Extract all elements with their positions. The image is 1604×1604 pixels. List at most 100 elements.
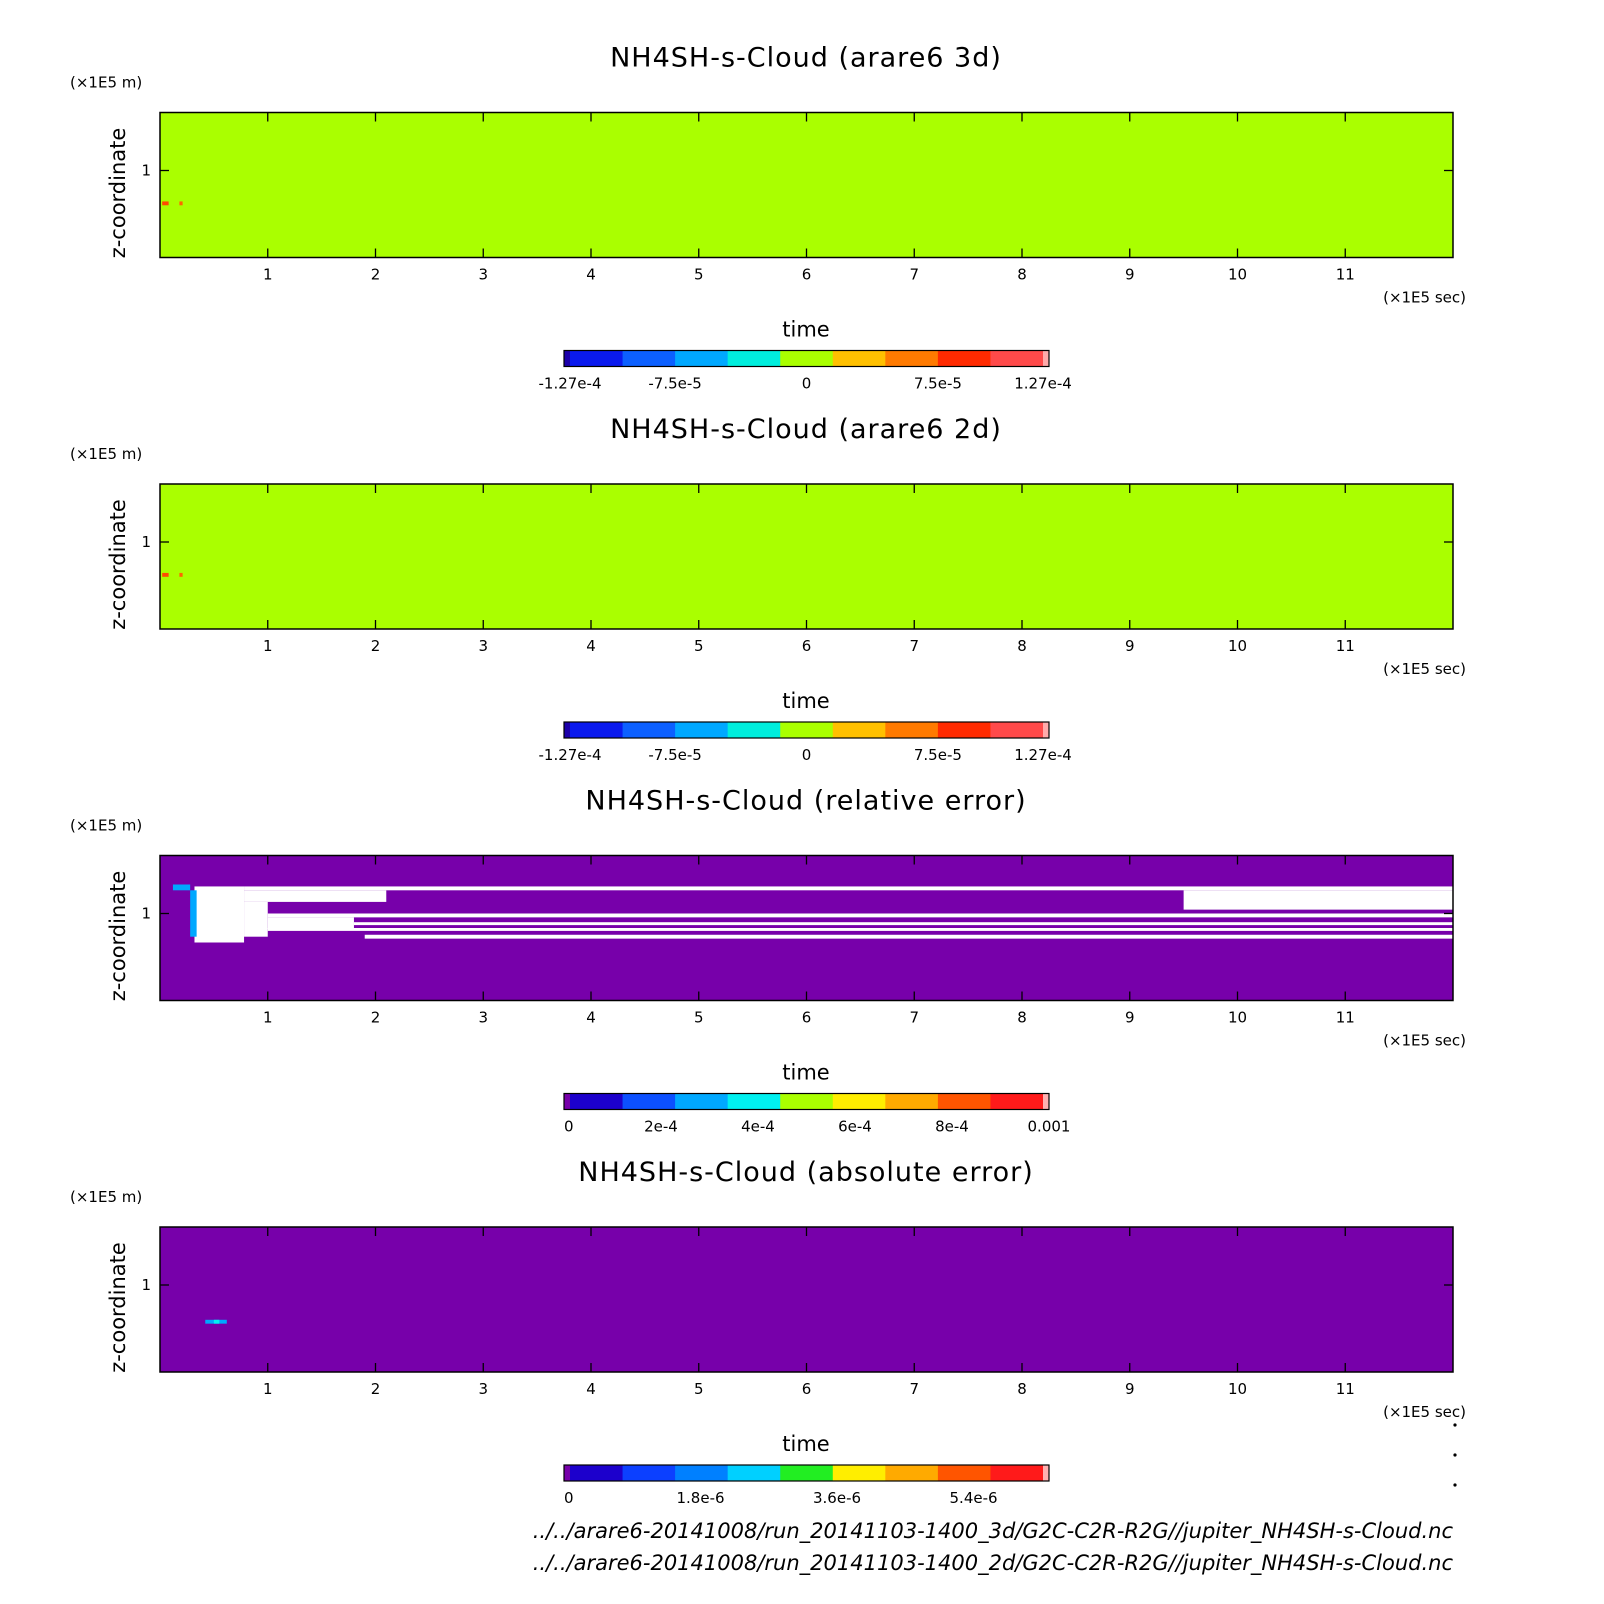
x-tick-label: 11 (1336, 1009, 1355, 1027)
colorbar-label: 0.001 (1028, 1118, 1071, 1136)
field-region (244, 890, 387, 902)
x-tick-label: 1 (263, 637, 273, 655)
stray-dot (1453, 1453, 1457, 1457)
plot-field (160, 484, 1453, 629)
colorbar-segment (990, 1093, 1044, 1110)
colorbar-label: 8e-4 (935, 1118, 969, 1136)
chart-panel-2: NH4SH-s-Cloud (arare6 2d) (×1E5 m) 1 2 3 4 5 6 7… (70, 414, 1466, 764)
colorbar-segment (832, 1465, 886, 1481)
x-tick-label: 5 (694, 266, 704, 284)
colorbar-label: 3.6e-6 (813, 1489, 861, 1507)
x-tick-label: 5 (694, 637, 704, 655)
y-axis-unit: (×1E5 m) (70, 445, 142, 463)
y-axis-label: z-coordinate (106, 871, 130, 1002)
colorbar-segment (675, 1093, 729, 1110)
x-tick-label: 3 (478, 266, 488, 284)
field-region (162, 572, 169, 577)
x-tick-label: 2 (371, 266, 381, 284)
field-region (162, 201, 169, 206)
colorbar-label: 5.4e-6 (950, 1489, 998, 1507)
colorbar-segment (990, 1465, 1044, 1481)
colorbar-segment (622, 350, 676, 367)
x-tick-label: 7 (909, 637, 919, 655)
colorbar-label: 1.27e-4 (1014, 746, 1072, 764)
x-tick-label: 10 (1228, 637, 1247, 655)
colorbar-label: -1.27e-4 (539, 746, 602, 764)
y-tick-label: 1 (141, 905, 151, 923)
x-tick-label: 6 (802, 1009, 812, 1027)
y-axis-label: z-coordinate (106, 128, 130, 259)
field-region (244, 901, 268, 937)
x-tick-label: 1 (263, 1380, 273, 1398)
colorbar-segment (780, 1093, 834, 1110)
colorbar-segment (564, 1093, 570, 1110)
colorbar-label: 1.8e-6 (676, 1489, 724, 1507)
x-tick-label: 3 (478, 1380, 488, 1398)
colorbar-label: 2e-4 (644, 1118, 678, 1136)
field-region (179, 572, 183, 577)
x-axis-label: time (782, 1432, 829, 1456)
colorbar-segment (780, 350, 834, 367)
x-tick-label: 2 (371, 1009, 381, 1027)
colorbar-segment (564, 722, 570, 738)
x-tick-label: 11 (1336, 266, 1355, 284)
colorbar-segment (564, 1465, 570, 1481)
colorbar-segment (885, 1465, 939, 1481)
field-region (364, 934, 1454, 939)
field-region (1183, 890, 1453, 910)
field-region (267, 913, 1453, 918)
colorbar-segment (937, 1465, 991, 1481)
colorbar-segment (832, 350, 886, 367)
x-axis-label: time (782, 1061, 829, 1085)
colorbar-frame (563, 349, 1050, 368)
x-tick-label: 6 (802, 1380, 812, 1398)
x-axis-unit: (×1E5 sec) (1383, 289, 1466, 307)
colorbar-segment (937, 350, 991, 367)
y-axis-label: z-coordinate (106, 499, 130, 630)
x-axis-unit: (×1E5 sec) (1383, 1032, 1466, 1050)
x-tick-label: 6 (802, 266, 812, 284)
colorbar-segment (727, 722, 781, 738)
x-tick-label: 7 (909, 266, 919, 284)
x-tick-label: 4 (586, 1009, 596, 1027)
x-tick-label: 8 (1017, 1009, 1027, 1027)
x-axis-label: time (782, 689, 829, 713)
x-tick-label: 5 (694, 1380, 704, 1398)
plot-field (160, 112, 1453, 258)
chart-panel-1: NH4SH-s-Cloud (arare6 3d) (×1E5 m) 1 2 3 4 5 6 7… (70, 43, 1466, 393)
x-tick-label: 4 (586, 266, 596, 284)
x-tick-label: 8 (1017, 1380, 1027, 1398)
colorbar-segment (780, 722, 834, 738)
field-region (353, 922, 1454, 926)
x-axis-label: time (782, 318, 829, 342)
x-tick-label: 3 (478, 1009, 488, 1027)
y-tick-label: 1 (141, 1276, 151, 1294)
chart-title: NH4SH-s-Cloud (arare6 3d) (610, 43, 1002, 74)
chart-title: NH4SH-s-Cloud (absolute error) (578, 1157, 1033, 1188)
x-tick-label: 6 (802, 637, 812, 655)
colorbar-label: 6e-4 (838, 1118, 872, 1136)
colorbar-label: -7.5e-5 (648, 746, 701, 764)
footer-path-2d: ../../arare6-20141008/run_20141103-1400_… (533, 1551, 1454, 1576)
colorbar-segment (570, 350, 624, 367)
x-tick-label: 11 (1336, 637, 1355, 655)
x-axis-unit: (×1E5 sec) (1383, 660, 1466, 678)
colorbar-label: 0 (564, 1118, 574, 1136)
colorbar-segment (937, 722, 991, 738)
x-tick-label: 9 (1125, 1009, 1135, 1027)
colorbar-segment (570, 722, 624, 738)
colorbar-segment (675, 350, 729, 367)
colorbar-segment (1043, 1093, 1049, 1110)
field-region (213, 1319, 220, 1324)
colorbar-segment (1043, 1465, 1049, 1481)
y-axis-unit: (×1E5 m) (70, 74, 142, 92)
x-tick-label: 2 (371, 637, 381, 655)
colorbar-segment (622, 1465, 676, 1481)
colorbar-frame (563, 1464, 1050, 1482)
colorbar-segment (570, 1465, 624, 1481)
x-tick-label: 1 (263, 266, 273, 284)
x-tick-label: 4 (586, 1380, 596, 1398)
colorbar-segment (832, 722, 886, 738)
stray-dot (1453, 1423, 1457, 1427)
